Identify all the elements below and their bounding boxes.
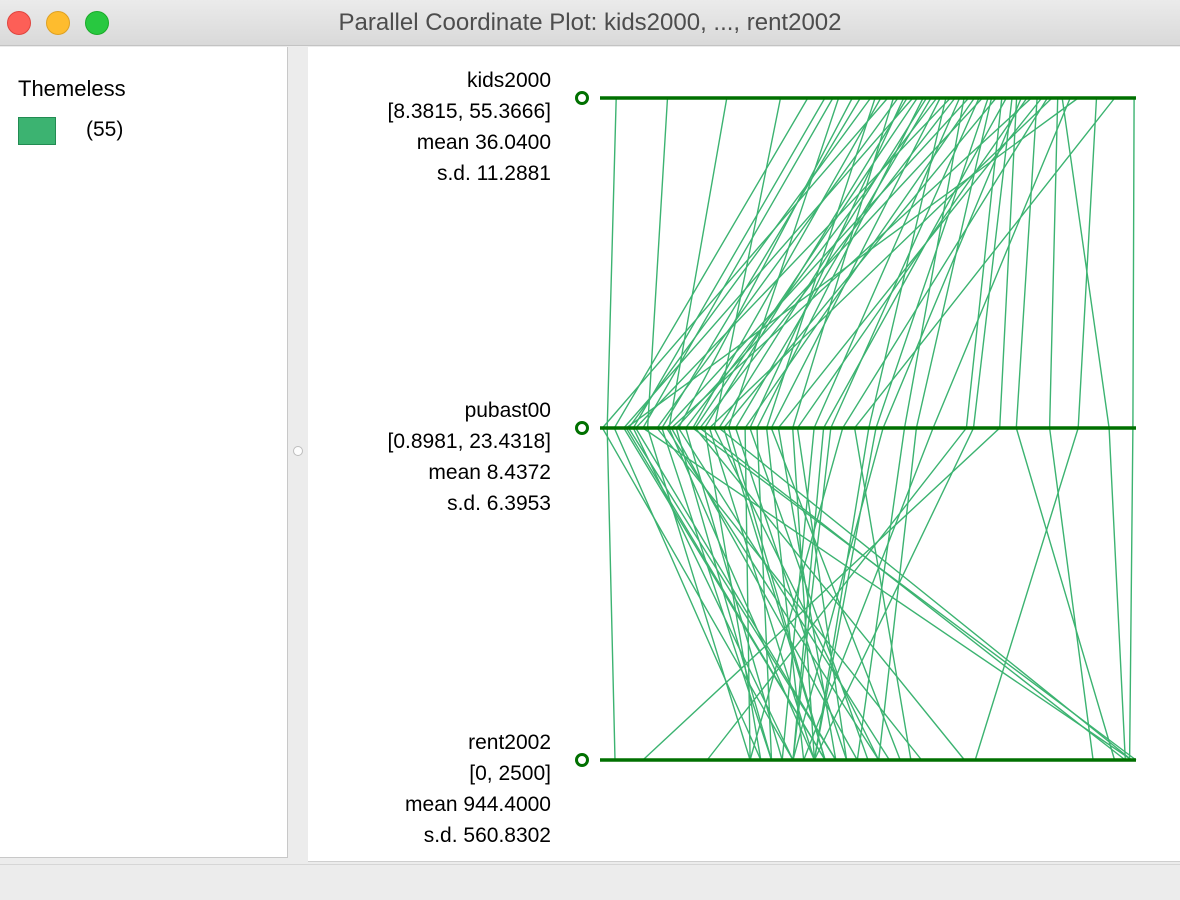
- parallel-coordinate-plot[interactable]: kids2000 [8.3815, 55.3666] mean 36.0400 s.d…: [308, 47, 1180, 862]
- close-window-button[interactable]: [7, 11, 31, 35]
- axis-range-label: [8.3815, 55.3666]: [388, 100, 551, 123]
- panel-splitter[interactable]: [289, 47, 308, 860]
- axis-handle-kids2000[interactable]: [575, 91, 589, 105]
- axis-handle-rent2002[interactable]: [575, 753, 589, 767]
- axis-range-label: [0.8981, 23.4318]: [388, 430, 551, 453]
- plot-panel[interactable]: kids2000 [8.3815, 55.3666] mean 36.0400 s.d…: [308, 47, 1180, 862]
- axis-name-label: rent2002: [468, 731, 551, 754]
- axis-mean-label: mean 8.4372: [428, 461, 551, 484]
- axis-mean-label: mean 944.4000: [405, 793, 551, 816]
- axis-name-label: pubast00: [465, 399, 551, 422]
- legend-swatch[interactable]: [18, 117, 56, 145]
- legend-panel: Themeless (55): [0, 47, 288, 858]
- legend-title: Themeless: [18, 76, 126, 101]
- axis-mean-label: mean 36.0400: [417, 131, 551, 154]
- maximize-window-button[interactable]: [85, 11, 109, 35]
- axis-name-label: kids2000: [467, 69, 551, 92]
- axes: [575, 91, 1136, 767]
- axis-labels: kids2000 [8.3815, 55.3666] mean 36.0400 s.d…: [388, 69, 551, 847]
- axis-sd-label: s.d. 560.8302: [424, 824, 551, 847]
- axis-range-label: [0, 2500]: [469, 762, 551, 785]
- minimize-window-button[interactable]: [46, 11, 70, 35]
- legend-count: (55): [86, 118, 124, 141]
- status-bar: [0, 864, 1180, 900]
- axis-handle-pubast00[interactable]: [575, 421, 589, 435]
- title-bar: Parallel Coordinate Plot: kids2000, ...,…: [0, 0, 1180, 46]
- axis-sd-label: s.d. 11.2881: [437, 162, 551, 185]
- splitter-handle[interactable]: [293, 446, 303, 456]
- window-title: Parallel Coordinate Plot: kids2000, ...,…: [338, 9, 842, 36]
- axis-sd-label: s.d. 6.3953: [447, 492, 551, 515]
